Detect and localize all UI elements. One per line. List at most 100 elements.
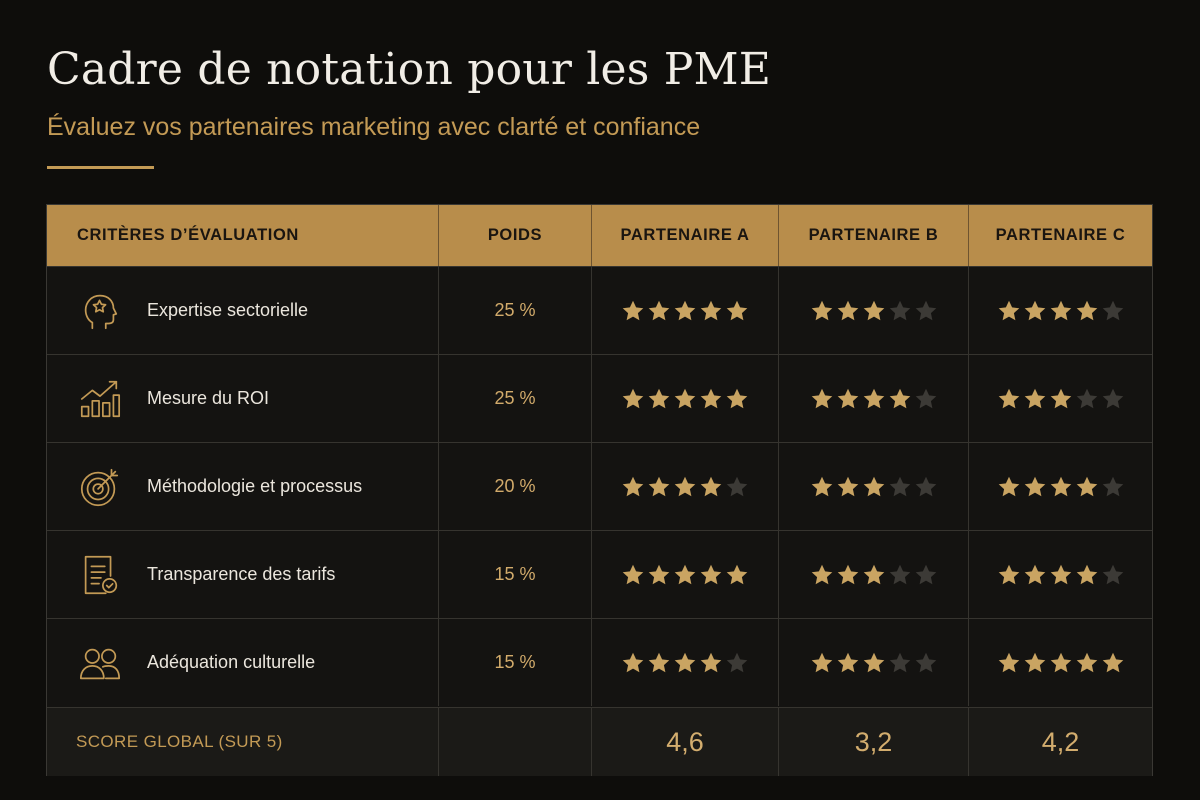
column-header-partner-a: PARTENAIRE A xyxy=(592,205,779,266)
weight-value: 15 % xyxy=(494,564,536,584)
star-filled-icon xyxy=(997,387,1021,411)
star-filled-icon xyxy=(621,475,645,499)
table-row: Méthodologie et processus 20 % xyxy=(47,442,1152,530)
rating-partner-a xyxy=(621,387,749,411)
star-empty-icon xyxy=(914,387,938,411)
star-filled-icon xyxy=(621,563,645,587)
weight-value: 25 % xyxy=(494,388,536,408)
star-filled-icon xyxy=(673,563,697,587)
rating-partner-b xyxy=(810,563,938,587)
star-filled-icon xyxy=(810,475,834,499)
star-filled-icon xyxy=(810,387,834,411)
star-empty-icon xyxy=(725,651,749,675)
rating-partner-c xyxy=(997,475,1125,499)
star-empty-icon xyxy=(914,475,938,499)
star-filled-icon xyxy=(836,299,860,323)
star-empty-icon xyxy=(914,651,938,675)
rating-partner-b xyxy=(810,299,938,323)
star-filled-icon xyxy=(888,387,912,411)
star-filled-icon xyxy=(699,651,723,675)
star-filled-icon xyxy=(810,563,834,587)
rating-partner-a xyxy=(621,651,749,675)
star-empty-icon xyxy=(888,299,912,323)
star-filled-icon xyxy=(621,299,645,323)
star-filled-icon xyxy=(1049,387,1073,411)
star-filled-icon xyxy=(673,475,697,499)
star-filled-icon xyxy=(1023,299,1047,323)
head-star-icon xyxy=(76,287,124,335)
star-filled-icon xyxy=(647,475,671,499)
star-filled-icon xyxy=(862,387,886,411)
star-filled-icon xyxy=(1023,387,1047,411)
criterion-cell: Mesure du ROI xyxy=(47,355,439,442)
column-header-criteria: CRITÈRES D’ÉVALUATION xyxy=(47,205,439,266)
star-filled-icon xyxy=(997,563,1021,587)
page-subtitle: Évaluez vos partenaires marketing avec c… xyxy=(47,113,701,141)
star-filled-icon xyxy=(836,387,860,411)
criterion-label: Méthodologie et processus xyxy=(147,476,363,496)
star-filled-icon xyxy=(1023,563,1047,587)
star-filled-icon xyxy=(862,563,886,587)
star-filled-icon xyxy=(862,475,886,499)
star-filled-icon xyxy=(673,387,697,411)
criterion-label: Expertise sectorielle xyxy=(147,300,309,320)
rating-partner-a xyxy=(621,299,749,323)
star-filled-icon xyxy=(836,475,860,499)
star-filled-icon xyxy=(699,475,723,499)
column-header-partner-c: PARTENAIRE C xyxy=(995,226,1126,244)
rating-partner-a xyxy=(621,475,749,499)
star-filled-icon xyxy=(1049,299,1073,323)
star-filled-icon xyxy=(621,651,645,675)
criterion-cell: Adéquation culturelle xyxy=(47,619,439,706)
page-title: Cadre de notation pour les PME xyxy=(47,44,772,95)
score-partner-a: 4,6 xyxy=(666,726,704,757)
rating-partner-a xyxy=(621,563,749,587)
star-filled-icon xyxy=(647,299,671,323)
star-filled-icon xyxy=(699,299,723,323)
users-icon xyxy=(76,639,124,687)
star-filled-icon xyxy=(673,299,697,323)
star-empty-icon xyxy=(888,563,912,587)
weight-value: 20 % xyxy=(494,476,536,496)
star-filled-icon xyxy=(862,299,886,323)
star-filled-icon xyxy=(1075,651,1099,675)
star-empty-icon xyxy=(888,475,912,499)
star-filled-icon xyxy=(647,563,671,587)
star-empty-icon xyxy=(1101,563,1125,587)
document-check-icon xyxy=(76,551,124,599)
title-divider xyxy=(47,166,154,169)
rating-partner-b xyxy=(810,387,938,411)
criterion-cell: Expertise sectorielle xyxy=(47,267,439,354)
star-empty-icon xyxy=(888,651,912,675)
global-score-label: SCORE GLOBAL (SUR 5) xyxy=(76,732,283,751)
criterion-label: Transparence des tarifs xyxy=(147,564,336,584)
table-row: Adéquation culturelle 15 % xyxy=(47,618,1152,706)
star-empty-icon xyxy=(1075,387,1099,411)
star-filled-icon xyxy=(647,651,671,675)
column-header-weight: POIDS xyxy=(439,205,592,266)
star-empty-icon xyxy=(914,563,938,587)
star-filled-icon xyxy=(699,563,723,587)
star-filled-icon xyxy=(862,651,886,675)
score-partner-b: 3,2 xyxy=(854,726,893,757)
criterion-label: Adéquation culturelle xyxy=(147,652,316,672)
star-filled-icon xyxy=(621,387,645,411)
star-filled-icon xyxy=(673,651,697,675)
star-empty-icon xyxy=(1101,299,1125,323)
star-filled-icon xyxy=(1101,651,1125,675)
criterion-cell: Méthodologie et processus xyxy=(47,443,439,530)
star-filled-icon xyxy=(1049,651,1073,675)
star-filled-icon xyxy=(997,651,1021,675)
star-empty-icon xyxy=(1101,475,1125,499)
rating-partner-c xyxy=(997,387,1125,411)
star-filled-icon xyxy=(725,563,749,587)
rating-partner-c xyxy=(997,299,1125,323)
weight-value: 25 % xyxy=(494,300,536,320)
star-filled-icon xyxy=(725,299,749,323)
star-filled-icon xyxy=(725,387,749,411)
column-header-partner-b: PARTENAIRE B xyxy=(779,205,969,266)
table-row: Expertise sectorielle 25 % xyxy=(47,266,1152,354)
star-filled-icon xyxy=(997,299,1021,323)
rating-partner-b xyxy=(810,651,938,675)
star-filled-icon xyxy=(836,651,860,675)
